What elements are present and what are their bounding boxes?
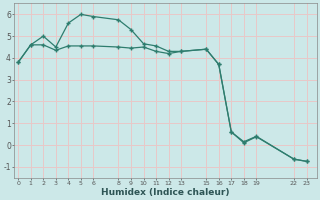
X-axis label: Humidex (Indice chaleur): Humidex (Indice chaleur) [101,188,230,197]
